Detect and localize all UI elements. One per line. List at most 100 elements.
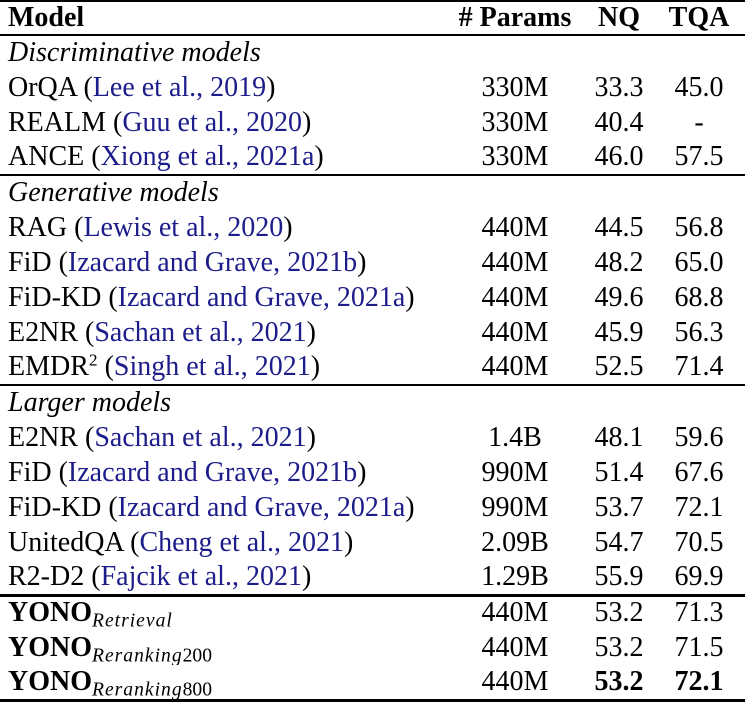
citation-link[interactable]: Sachan et al., 2021	[94, 421, 307, 453]
model-cell: FiD (Izacard and Grave, 2021b)	[8, 456, 367, 488]
section-label: Larger models	[8, 387, 172, 418]
citation-link[interactable]: Izacard and Grave, 2021b	[67, 246, 358, 278]
tqa-value: -	[694, 106, 704, 138]
model-cell: FiD-KD (Izacard and Grave, 2021a)	[8, 281, 415, 313]
model-cell: E2NR (Sachan et al., 2021)	[8, 421, 316, 453]
params-value: 440M	[481, 211, 549, 243]
model-subscript: Reranking800	[92, 679, 212, 700]
model-name: E2NR	[8, 421, 78, 453]
subscript-text: Retrieval	[92, 610, 173, 630]
params-value: 440M	[481, 246, 549, 278]
model-cell: RAG (Lewis et al., 2020)	[8, 211, 293, 243]
section-header-row: Discriminative models	[0, 35, 745, 70]
params-value: 1.4B	[488, 421, 542, 453]
model-name: FiD	[8, 246, 52, 278]
citation-link[interactable]: Xiong et al., 2021a	[100, 141, 315, 172]
nq-value: 45.9	[594, 316, 644, 348]
params-value: 440M	[481, 665, 549, 697]
tqa-value: 65.0	[674, 246, 724, 278]
tqa-value: 72.1	[674, 491, 724, 523]
model-name: YONO	[8, 597, 92, 629]
params-value: 440M	[481, 351, 549, 382]
tqa-value: 57.5	[674, 141, 724, 172]
table-row: OrQA (Lee et al., 2019) 330M 33.3 45.0	[0, 70, 745, 105]
nq-value: 49.6	[594, 281, 644, 313]
subscript-text: Reranking	[92, 679, 183, 700]
table-row: FiD (Izacard and Grave, 2021b) 440M 48.2 65…	[0, 245, 745, 280]
table-row: YONOReranking200 440M 53.2 71.5	[0, 630, 745, 666]
section-yono: YONORetrieval 440M 53.2 71.3 YONOReranking20…	[0, 595, 745, 700]
model-cell: R2-D2 (Fajcik et al., 2021)	[8, 560, 312, 592]
nq-value: 44.5	[594, 211, 644, 243]
citation-link[interactable]: Izacard and Grave, 2021b	[67, 456, 358, 488]
model-subscript: Retrieval	[92, 611, 173, 630]
header-params: # Params	[458, 2, 572, 33]
model-cell: FiD (Izacard and Grave, 2021b)	[8, 246, 367, 278]
citation-link[interactable]: Lee et al., 2019	[92, 71, 267, 103]
params-value: 440M	[481, 597, 549, 629]
model-name: FiD-KD	[8, 491, 102, 523]
tqa-value: 68.8	[674, 281, 724, 313]
model-cell: UnitedQA (Cheng et al., 2021)	[8, 526, 354, 558]
tqa-value: 67.6	[674, 456, 724, 488]
model-name: FiD-KD	[8, 281, 102, 313]
params-value: 330M	[481, 141, 549, 172]
citation-link[interactable]: Izacard and Grave, 2021a	[117, 491, 406, 523]
citation-link[interactable]: Cheng et al., 2021	[139, 526, 344, 558]
subscript-number: 200	[182, 644, 213, 665]
tqa-value: 45.0	[674, 71, 724, 103]
model-name: REALM	[8, 106, 106, 138]
nq-value: 48.1	[594, 421, 644, 453]
table-row: ANCE (Xiong et al., 2021a) 330M 46.0 57.5	[0, 140, 745, 175]
table-row: FiD (Izacard and Grave, 2021b) 990M 51.4 67…	[0, 455, 745, 490]
citation-link[interactable]: Singh et al., 2021	[113, 351, 311, 382]
params-value: 330M	[481, 106, 549, 138]
params-value: 990M	[481, 491, 549, 523]
params-value: 990M	[481, 456, 549, 488]
tqa-value: 69.9	[674, 560, 724, 592]
model-cell: YONOReranking800	[0, 665, 445, 700]
model-name: R2-D2	[8, 560, 85, 592]
section-discriminative: Discriminative models OrQA (Lee et al., 2…	[0, 35, 745, 175]
nq-value: 54.7	[594, 526, 644, 558]
tqa-value: 56.3	[674, 316, 724, 348]
citation-link[interactable]: Sachan et al., 2021	[94, 316, 307, 348]
header-row: Model # Params NQ TQA	[0, 1, 745, 35]
tqa-value: 59.6	[674, 421, 724, 453]
nq-value: 48.2	[594, 246, 644, 278]
table-row: RAG (Lewis et al., 2020) 440M 44.5 56.8	[0, 210, 745, 245]
table-row: REALM (Guu et al., 2020) 330M 40.4 -	[0, 105, 745, 140]
citation-link[interactable]: Fajcik et al., 2021	[100, 560, 302, 592]
params-value: 440M	[481, 631, 549, 663]
citation-link[interactable]: Lewis et al., 2020	[83, 211, 284, 243]
params-value: 440M	[481, 316, 549, 348]
table-row: FiD-KD (Izacard and Grave, 2021a) 440M 49.…	[0, 280, 745, 315]
params-value: 440M	[481, 281, 549, 313]
table-row: E2NR (Sachan et al., 2021) 440M 45.9 56.3	[0, 315, 745, 350]
table-row: YONORetrieval 440M 53.2 71.3	[0, 595, 745, 630]
table-row: YONOReranking800 440M 53.2 72.1	[0, 665, 745, 700]
subscript-number: 800	[182, 679, 213, 700]
model-name: RAG	[8, 211, 68, 243]
model-name: EMDR	[8, 351, 89, 382]
section-header-row: Generative models	[0, 175, 745, 210]
nq-value: 46.0	[594, 141, 644, 172]
nq-value: 53.2	[594, 665, 644, 697]
citation-link[interactable]: Guu et al., 2020	[122, 106, 302, 138]
citation-link[interactable]: Izacard and Grave, 2021a	[117, 281, 406, 313]
tqa-value: 71.4	[674, 351, 724, 382]
header-model: Model	[8, 2, 85, 33]
section-label: Discriminative models	[8, 37, 261, 68]
model-name: YONO	[8, 631, 92, 663]
model-cell: REALM (Guu et al., 2020)	[8, 106, 312, 138]
table-header: Model # Params NQ TQA	[0, 1, 745, 35]
header-nq: NQ	[598, 2, 640, 33]
tqa-value: 56.8	[674, 211, 724, 243]
model-name: FiD	[8, 456, 52, 488]
table-row: R2-D2 (Fajcik et al., 2021) 1.29B 55.9 69.9	[0, 560, 745, 595]
params-value: 330M	[481, 71, 549, 103]
model-cell: FiD-KD (Izacard and Grave, 2021a)	[8, 491, 415, 523]
model-cell: EMDR2 (Singh et al., 2021)	[8, 350, 321, 382]
table-row: E2NR (Sachan et al., 2021) 1.4B 48.1 59.6	[0, 420, 745, 455]
